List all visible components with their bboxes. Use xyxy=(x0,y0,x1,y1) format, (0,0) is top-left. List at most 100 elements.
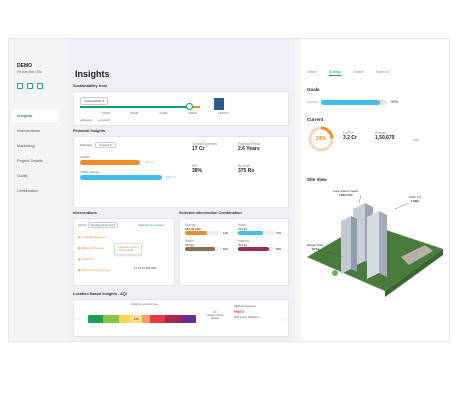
annotation-solar-pv: Solar PV 4 kWp xyxy=(409,195,421,203)
aqi-right-sub: 30% Lower Neighbour xyxy=(234,316,260,319)
aqi-mid-label: Lowest in 5 km Radius xyxy=(206,314,224,320)
stat-value: 2.6 Years xyxy=(238,146,260,152)
current-capex: CAPEX 3.2 Cr xyxy=(343,131,357,141)
aqi-segment xyxy=(118,315,135,323)
approval-popup: Approval Pending 15 Oct 14:48 xyxy=(114,243,143,255)
interventions-total: 12,34,56,789 INR xyxy=(134,266,156,270)
current-annual: Annual 1,50,679 xyxy=(375,131,394,141)
level-basic: BASIC xyxy=(130,112,139,115)
selected-fill-bar xyxy=(238,247,269,251)
selected-label: Waste xyxy=(185,239,194,243)
list-item[interactable]: ▣ Light Management xyxy=(78,232,110,243)
tab-water[interactable]: Water xyxy=(307,70,317,74)
popup-status: Approval Pending xyxy=(118,246,139,249)
aqi-segment xyxy=(88,315,104,323)
interventions-list: ▣ Light Management ▣ Efficient Fixtures … xyxy=(78,232,110,276)
list-item[interactable]: ▣ Solar PV xyxy=(78,254,110,265)
project-actions xyxy=(17,83,43,89)
selected-pct: 85% xyxy=(276,247,282,251)
current-marker[interactable] xyxy=(186,103,193,110)
project-info: DEMO Residential Villa xyxy=(17,63,42,74)
bulb-icon: ▣ xyxy=(78,235,81,239)
goal-label: Net Zero xyxy=(307,100,319,104)
intervention-label: Solar PV xyxy=(81,257,94,261)
sustainability-select-value: Sustainability xyxy=(84,99,102,103)
current-capex-label: CAPEX xyxy=(343,131,354,135)
chevron-left-icon[interactable]: ‹ xyxy=(78,317,80,322)
aqi-segment xyxy=(149,315,166,323)
location-card: ‹ Actually an excellent area 145 80 Lowe… xyxy=(73,299,289,337)
capex-value: 8.4 cr xyxy=(146,160,154,164)
list-item[interactable]: ▣ Sub-metering & Logs xyxy=(78,265,110,276)
tab-energy[interactable]: Energy xyxy=(329,70,342,76)
tab-material[interactable]: Material xyxy=(375,70,390,74)
annotation-solar-water: Solar Water Heater 1000 LPD xyxy=(333,189,359,197)
current-capex-value: 3.2 Cr xyxy=(343,135,357,141)
popup-time: 15 Oct 14:48 xyxy=(118,249,133,252)
selected-energy: Energy 682.38 kWh 61% xyxy=(185,223,232,235)
selected-title: Selected Intervention Combination xyxy=(179,211,242,215)
stat-label: Rs./Sqft xyxy=(238,164,250,168)
selected-card: Energy 682.38 kWh 61% Water 101 KL 70% Waste… xyxy=(179,218,289,286)
tree-icon xyxy=(332,270,338,276)
sidebar-item-insights[interactable]: Insights xyxy=(12,109,58,122)
interventions-filter-label: Sort by xyxy=(78,223,87,227)
project-name: DEMO xyxy=(17,63,32,69)
tower-b xyxy=(367,211,387,279)
intervention-label: Efficient Fixtures xyxy=(81,246,104,250)
selected-fill-bar xyxy=(238,231,264,235)
stat-payback-period: Payback Period 2.6 Years xyxy=(238,142,284,152)
sustainability-title: Sustainability level xyxy=(73,84,108,88)
sidebar-item-goals[interactable]: Goals xyxy=(17,173,28,178)
sidebar-item-certification[interactable]: Certification xyxy=(17,188,39,193)
aqi-top-note: Actually an excellent area xyxy=(130,303,158,306)
stat-value: 17 Cr xyxy=(192,146,205,152)
aqi-segment xyxy=(165,315,181,323)
interventions-select[interactable]: Pending Approval ▾ xyxy=(87,222,118,228)
selected-pct: 70% xyxy=(276,231,282,235)
payback-filter: Payback 5 years ▾ xyxy=(80,142,116,148)
annotation-biogas: Biogas Plant 12 Kg xyxy=(307,243,324,251)
selected-pct: 84% xyxy=(223,247,229,251)
copy-icon[interactable] xyxy=(17,83,23,89)
sidebar: DEMO Residential Villa Insights Interven… xyxy=(9,61,61,341)
sidebar-item-interventions[interactable]: Interventions xyxy=(17,128,40,133)
stat-label: Payback Period xyxy=(238,142,261,146)
tab-waste[interactable]: Waste xyxy=(353,70,364,74)
selected-water: Water 101 KL 70% xyxy=(238,223,285,235)
level-great: GREAT xyxy=(188,112,198,115)
selected-waste: Waste 321 kg 84% xyxy=(185,239,232,251)
aqi-mid-value: 80 xyxy=(213,311,217,314)
opex-bar xyxy=(80,175,162,180)
selected-value: 682.38 kWh xyxy=(185,227,202,231)
list-item[interactable]: ▣ Efficient Fixtures xyxy=(78,243,110,254)
interventions-title: Interventions xyxy=(73,211,97,215)
sustainability-select[interactable]: Sustainability ▾ xyxy=(80,97,109,105)
selected-fill-bar xyxy=(185,247,216,251)
sustainability-labels: POOR BASIC GOOD GREAT CERTIFY xyxy=(102,112,229,115)
annotation-value: 1000 LPD xyxy=(339,193,353,197)
annotation-value: 12 Kg xyxy=(311,247,320,251)
current-annual-value: 1,50,679 xyxy=(375,135,395,141)
payback-select[interactable]: 5 years ▾ xyxy=(95,142,116,148)
current-pct: 24% xyxy=(315,136,326,142)
sidebar-item-project-details[interactable]: Project Details xyxy=(17,158,43,163)
stat-label: Overall Expenses xyxy=(192,142,217,146)
chevron-right-icon[interactable]: › xyxy=(282,317,284,322)
goals-title: Goals xyxy=(307,87,320,92)
goal-value: 90% xyxy=(391,100,399,104)
sustainability-legend: ● Baseline ● Current xyxy=(80,119,109,122)
stat-value: 375 Rs xyxy=(238,168,255,174)
selected-value: 321 kg xyxy=(185,243,195,247)
legend-baseline: ● Baseline xyxy=(80,119,93,122)
stat-rs-sqft: Rs./Sqft 375 Rs xyxy=(238,164,284,174)
stat-irr: IRR 38% xyxy=(192,164,238,174)
share-icon[interactable] xyxy=(37,83,43,89)
selected-material: Material 321 kg 85% xyxy=(238,239,285,251)
sidebar-item-marketing[interactable]: Marketing xyxy=(17,143,35,148)
view-all-link[interactable]: View all Interventions xyxy=(138,223,165,227)
interventions-card: Sort by Pending Approval ▾ View all Inte… xyxy=(73,218,175,286)
document-icon[interactable] xyxy=(27,83,33,89)
interventions-select-value: Pending Approval xyxy=(90,223,113,227)
page-title: Insights xyxy=(75,69,110,79)
